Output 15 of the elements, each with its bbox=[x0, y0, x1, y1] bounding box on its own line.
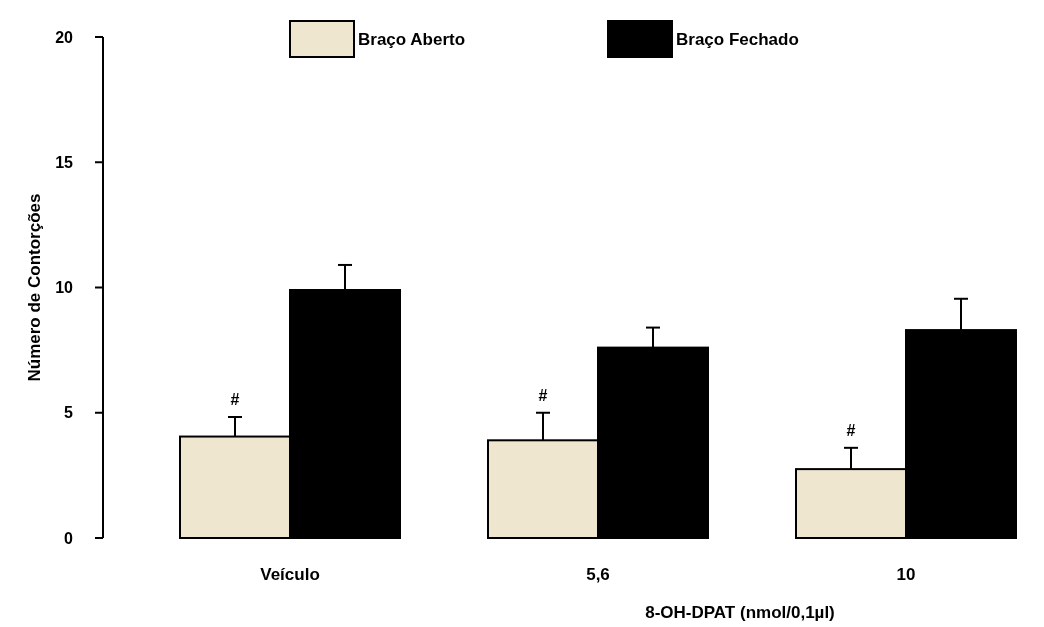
y-axis-title: Número de Contorções bbox=[25, 193, 44, 382]
y-tick-label: 5 bbox=[64, 404, 74, 422]
legend-label: Braço Aberto bbox=[358, 29, 466, 49]
y-tick-label: 15 bbox=[55, 153, 74, 171]
y-tick-label: 20 bbox=[55, 28, 74, 46]
legend-label: Braço Fechado bbox=[676, 29, 799, 49]
annotation: # bbox=[230, 391, 240, 409]
annotation: # bbox=[846, 421, 856, 439]
x-tick-label: 5,6 bbox=[586, 565, 610, 584]
x-tick-label: 10 bbox=[896, 565, 916, 584]
y-tick-label: 10 bbox=[55, 279, 74, 297]
x-axis-title: 8-OH-DPAT (nmol/0,1µl) bbox=[645, 603, 835, 622]
x-tick-label: Veículo bbox=[260, 565, 320, 584]
y-tick-label: 0 bbox=[64, 529, 74, 547]
annotation: # bbox=[538, 386, 548, 404]
